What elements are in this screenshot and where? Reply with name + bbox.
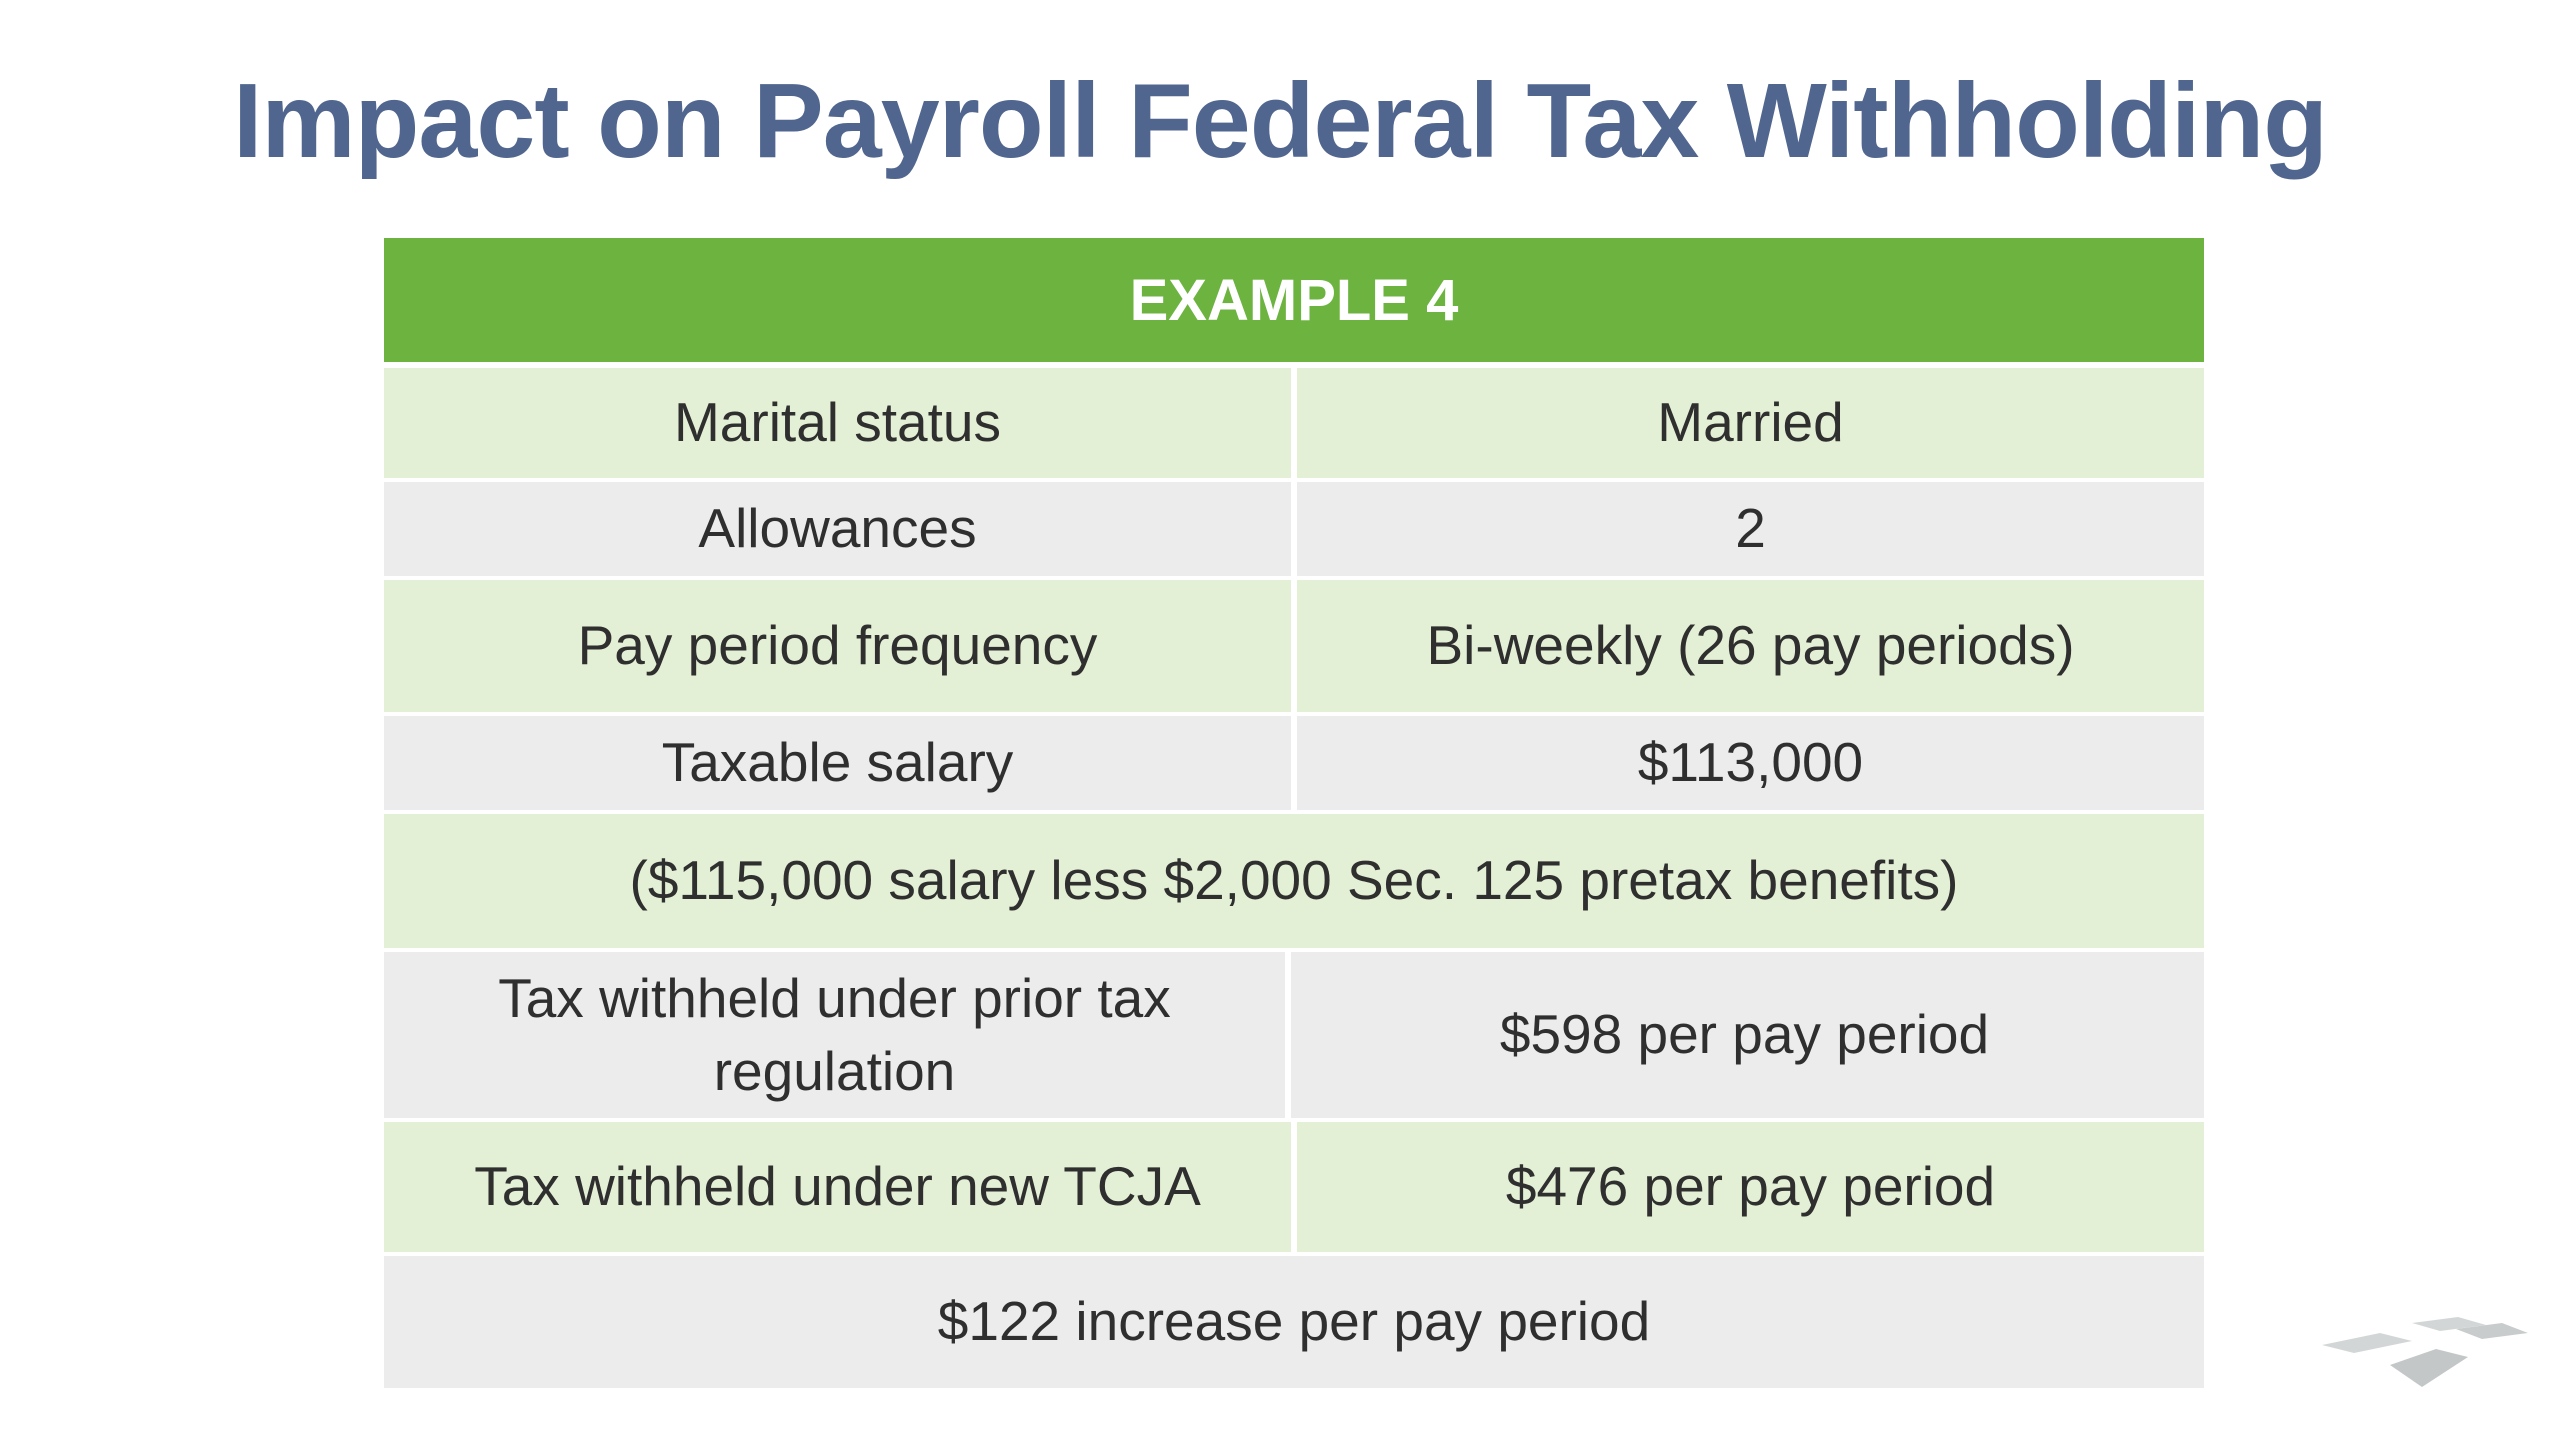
example-table: EXAMPLE 4 Marital status Married Allowan…	[384, 238, 2204, 1388]
row-note: ($115,000 salary less $2,000 Sec. 125 pr…	[629, 849, 1959, 912]
row-value: 2	[1735, 497, 1766, 560]
table-row-taxable-salary: Taxable salary $113,000	[384, 716, 2204, 810]
row-label: Pay period frequency	[384, 580, 1297, 712]
table-row-new-tcja: Tax withheld under new TCJA $476 per pay…	[384, 1122, 2204, 1252]
row-note: $122 increase per pay period	[937, 1290, 1651, 1353]
logo-tile-right	[2456, 1323, 2528, 1339]
row-value: $598 per pay period	[1499, 1003, 1990, 1066]
table-row-marital-status: Marital status Married	[384, 368, 2204, 478]
row-value: $476 per pay period	[1505, 1155, 1996, 1218]
row-value: Bi-weekly (26 pay periods)	[1426, 614, 2075, 677]
row-label: Taxable salary	[384, 716, 1297, 810]
table-row-pay-frequency: Pay period frequency Bi-weekly (26 pay p…	[384, 580, 2204, 712]
firm-logo-icon	[2322, 1317, 2528, 1387]
logo-tile-bottom	[2390, 1349, 2468, 1387]
row-label: Marital status	[384, 368, 1297, 478]
row-value: $113,000	[1637, 731, 1864, 794]
table-row-increase: $122 increase per pay period	[384, 1256, 2204, 1388]
logo-tile-top	[2412, 1317, 2486, 1331]
logo-tile-left	[2322, 1333, 2412, 1353]
slide-title: Impact on Payroll Federal Tax Withholdin…	[232, 62, 2328, 180]
row-label: Allowances	[384, 482, 1297, 576]
table-header: EXAMPLE 4	[384, 238, 2204, 362]
row-label: Tax withheld under prior tax regulation	[384, 952, 1291, 1118]
table-row-salary-note: ($115,000 salary less $2,000 Sec. 125 pr…	[384, 814, 2204, 948]
table-row-allowances: Allowances 2	[384, 482, 2204, 576]
row-label: Tax withheld under new TCJA	[384, 1122, 1297, 1252]
table-row-prior-tax: Tax withheld under prior tax regulation …	[384, 952, 2204, 1118]
row-value: Married	[1657, 391, 1844, 454]
